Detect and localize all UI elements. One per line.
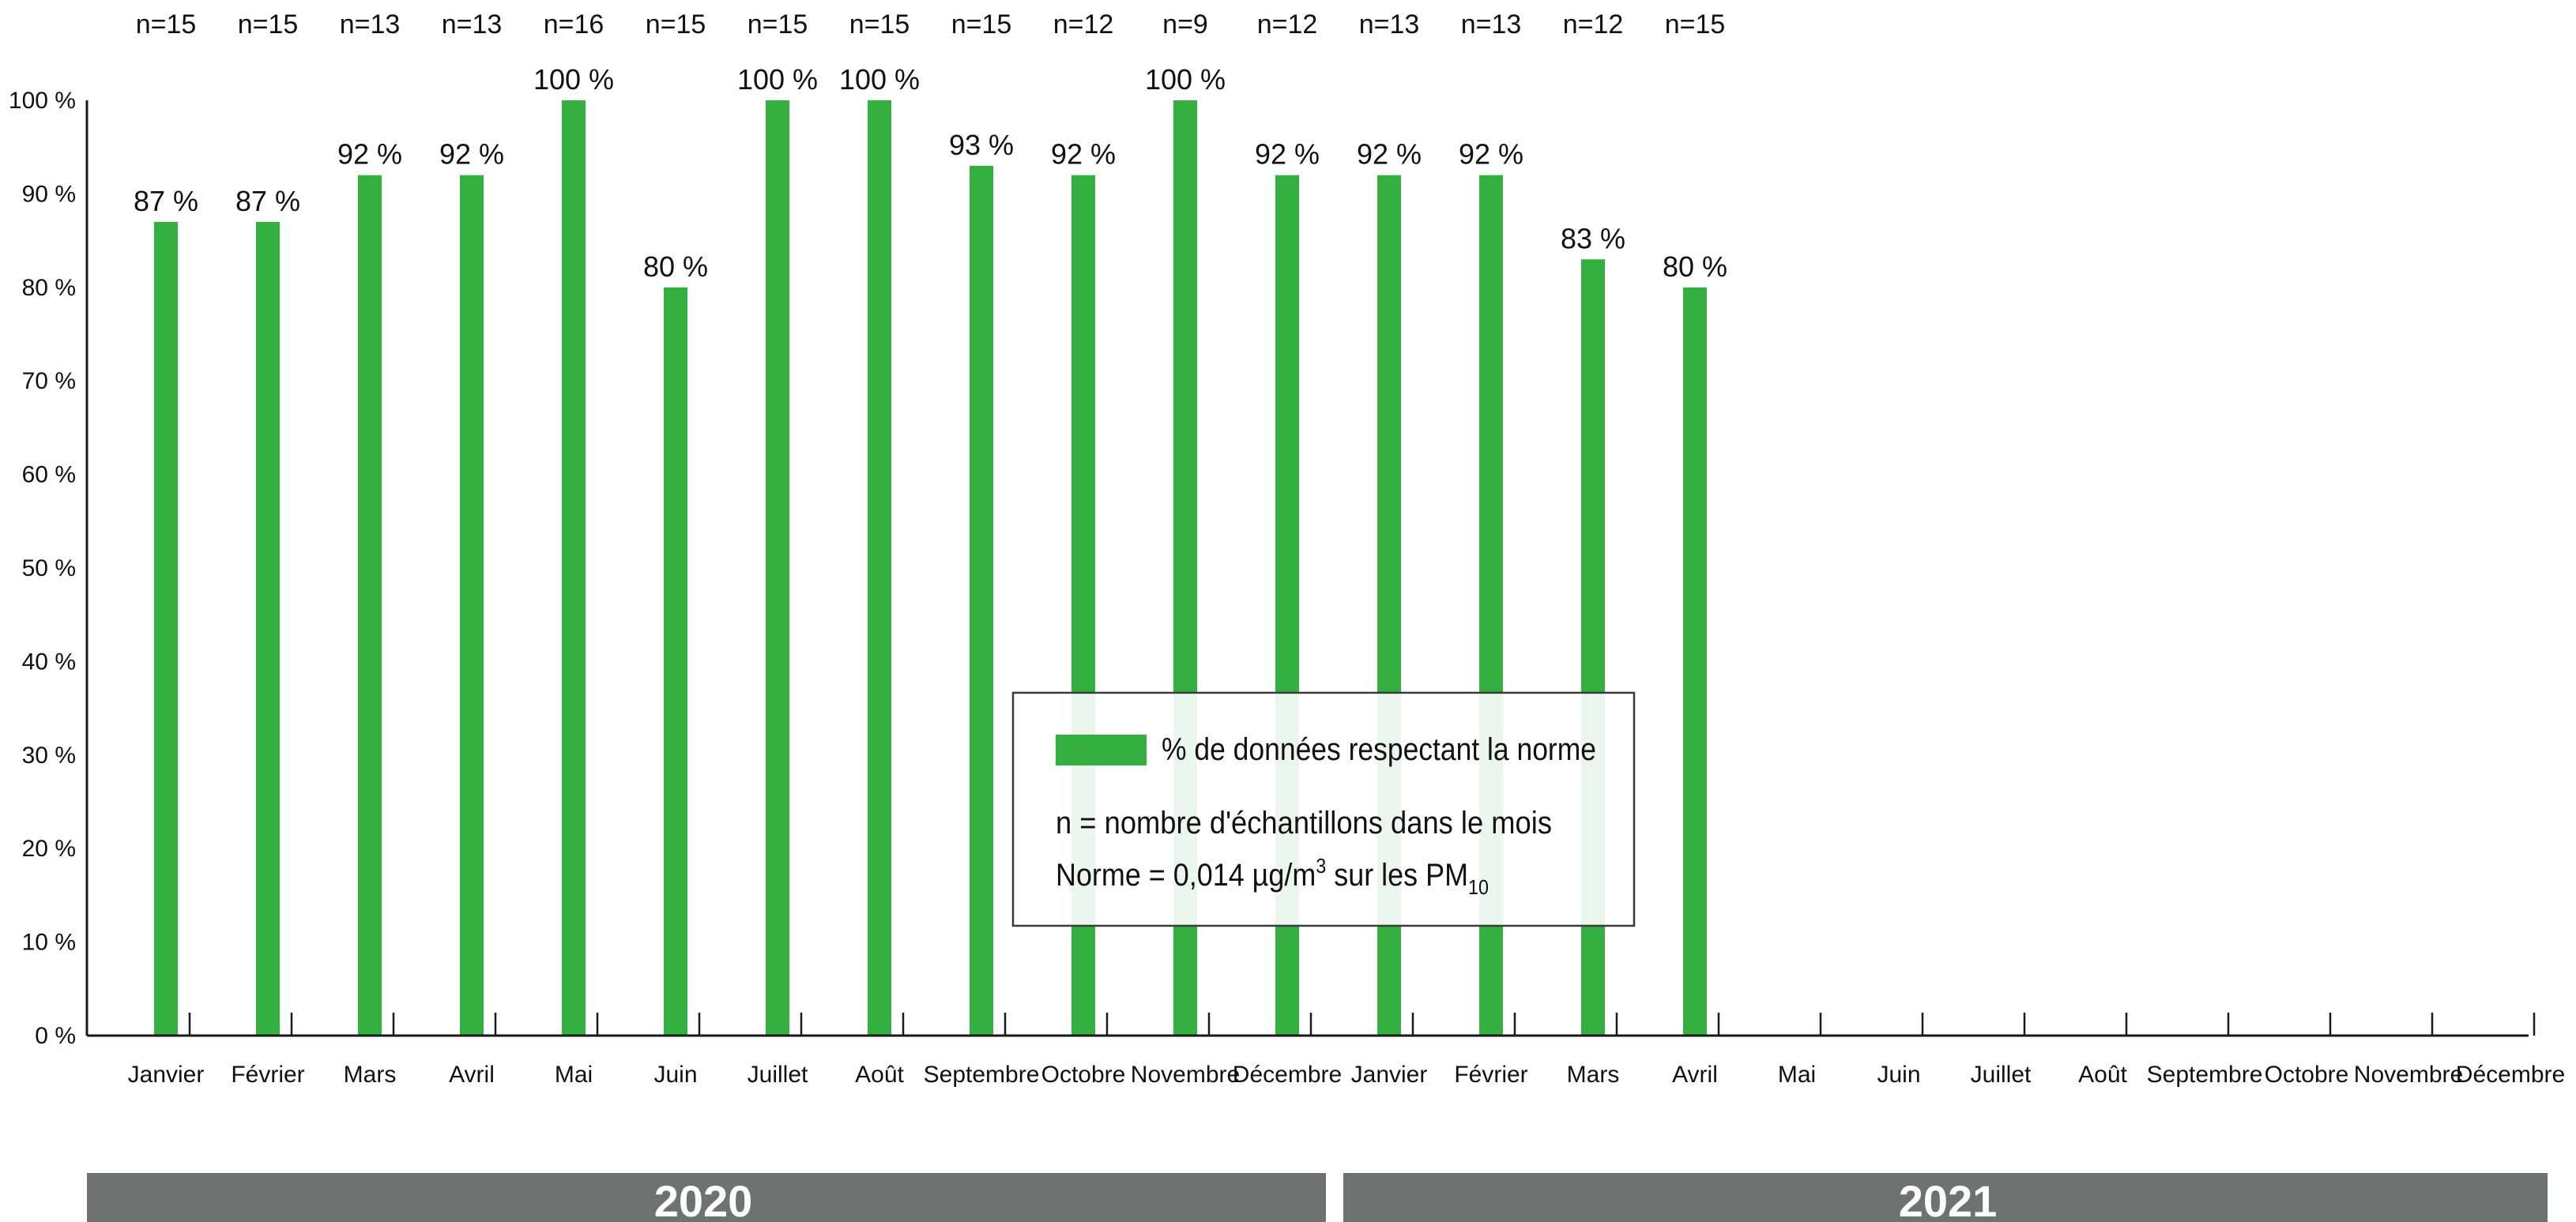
y-tick-label: 10 % <box>22 930 76 956</box>
bar <box>154 221 178 1036</box>
x-tick-label: Avril <box>449 1062 495 1088</box>
n-label: n=15 <box>646 9 706 39</box>
n-label: n=13 <box>1461 9 1522 39</box>
legend-note-norm: Norme = 0,014 µg/m3 sur les PM10 <box>1056 854 1489 899</box>
x-tick-label: Septembre <box>2147 1062 2263 1088</box>
data-label: 80 % <box>1663 250 1727 283</box>
y-tick-label: 40 % <box>22 649 76 675</box>
bar <box>256 221 280 1036</box>
x-tick-label: Mars <box>344 1062 397 1088</box>
n-label: n=16 <box>544 9 604 39</box>
data-label: 83 % <box>1561 222 1625 254</box>
n-label: n=13 <box>442 9 503 39</box>
legend-note-n: n = nombre d'échantillons dans le mois <box>1056 806 1552 840</box>
year-label-2021: 2021 <box>1899 1176 1998 1222</box>
x-tick-label: Janvier <box>1351 1062 1428 1088</box>
x-tick-label: Octobre <box>1041 1062 1126 1088</box>
data-label: 87 % <box>235 185 300 217</box>
data-label: 92 % <box>1357 138 1422 171</box>
x-tick-label: Juin <box>1877 1062 1920 1088</box>
x-tick-label: Février <box>1454 1062 1527 1088</box>
n-label: n=15 <box>238 9 299 39</box>
data-label: 100 % <box>533 63 614 96</box>
x-tick-label: Juillet <box>748 1062 808 1088</box>
x-tick-label: Mai <box>555 1062 593 1088</box>
y-tick-label: 70 % <box>22 368 76 394</box>
x-tick-label: Janvier <box>128 1062 205 1088</box>
bar <box>970 165 993 1036</box>
y-tick-label: 100 % <box>9 88 76 114</box>
x-tick-label: Mai <box>1778 1062 1816 1088</box>
y-tick-label: 50 % <box>22 555 76 581</box>
data-label: 92 % <box>439 138 504 171</box>
bar <box>868 100 891 1036</box>
x-tick-label: Septembre <box>924 1062 1040 1088</box>
axes-layer <box>85 100 2536 1037</box>
data-label: 100 % <box>1145 63 1226 96</box>
n-label: n=15 <box>849 9 910 39</box>
n-label: n=15 <box>136 9 197 39</box>
y-tick-label: 20 % <box>22 836 76 862</box>
data-label: 87 % <box>134 185 198 217</box>
y-tick-label: 60 % <box>22 462 76 488</box>
data-label: 92 % <box>1051 138 1116 171</box>
y-tick-label: 0 % <box>35 1023 76 1049</box>
x-tick-label: Février <box>231 1062 304 1088</box>
year-band-2021 <box>1343 1173 2548 1222</box>
n-label: n=12 <box>1257 9 1318 39</box>
n-label: n=13 <box>1359 9 1420 39</box>
x-tick-label: Novembre <box>2354 1062 2463 1088</box>
bar <box>562 100 586 1036</box>
x-tick-label: Juillet <box>1971 1062 2032 1088</box>
data-label: 92 % <box>337 138 402 171</box>
year-band-2020 <box>87 1173 1326 1222</box>
n-label: n=15 <box>951 9 1012 39</box>
y-tick-label: 80 % <box>22 275 76 301</box>
legend-series-label: % de données respectant la norme <box>1162 732 1596 767</box>
data-label: 100 % <box>737 63 818 96</box>
n-labels: n=15 n=15 n=13 n=13 n=16 n=15 n=15 n=15 n=15 n=12… <box>136 9 1726 39</box>
n-label: n=15 <box>748 9 808 39</box>
n-label: n=15 <box>1665 9 1726 39</box>
n-label: n=13 <box>340 9 401 39</box>
bar <box>358 175 382 1036</box>
n-label: n=12 <box>1053 9 1114 39</box>
x-tick-label: Novembre <box>1131 1062 1240 1088</box>
x-tick-label: Décembre <box>1233 1062 1342 1088</box>
data-label: 93 % <box>949 129 1014 161</box>
y-tick-label: 30 % <box>22 743 76 769</box>
x-tick-label: Avril <box>1672 1062 1718 1088</box>
x-tick-label: Octobre <box>2265 1062 2349 1088</box>
x-tick-label: Décembre <box>2456 1062 2565 1088</box>
y-tick-label: 90 % <box>22 181 76 207</box>
data-label: 92 % <box>1459 138 1523 171</box>
bar <box>664 287 687 1036</box>
data-label: 100 % <box>839 63 920 96</box>
data-label: 92 % <box>1255 138 1320 171</box>
bar <box>1683 287 1707 1036</box>
legend-box <box>1011 691 1636 927</box>
data-label: 80 % <box>643 250 708 283</box>
value-labels: 87 % 87 % 92 % 92 % 100 % 80 % 100 % 100 % 93 % 9… <box>134 63 1727 283</box>
year-label-2020: 2020 <box>654 1176 753 1222</box>
x-tick-label: Mars <box>1567 1062 1620 1088</box>
y-tick-labels: 0 % 10 % 20 % 30 % 40 % 50 % 60 % 70 % 80 % 90 % 1… <box>9 88 76 1049</box>
n-label: n=9 <box>1162 9 1208 39</box>
x-tick-label: Août <box>2078 1062 2127 1088</box>
x-tick-label: Août <box>855 1062 904 1088</box>
bar <box>460 175 484 1036</box>
legend: % de données respectant la norme n = nom… <box>1011 691 1636 927</box>
x-tick-label: Juin <box>653 1062 697 1088</box>
legend-swatch <box>1056 735 1147 765</box>
n-label: n=12 <box>1563 9 1624 39</box>
bar <box>766 100 789 1036</box>
year-bands: 2020 2021 <box>87 1173 2548 1222</box>
x-tick-labels: Janvier Février Mars Avril Mai Juin Juillet Aoû… <box>128 1062 2566 1088</box>
